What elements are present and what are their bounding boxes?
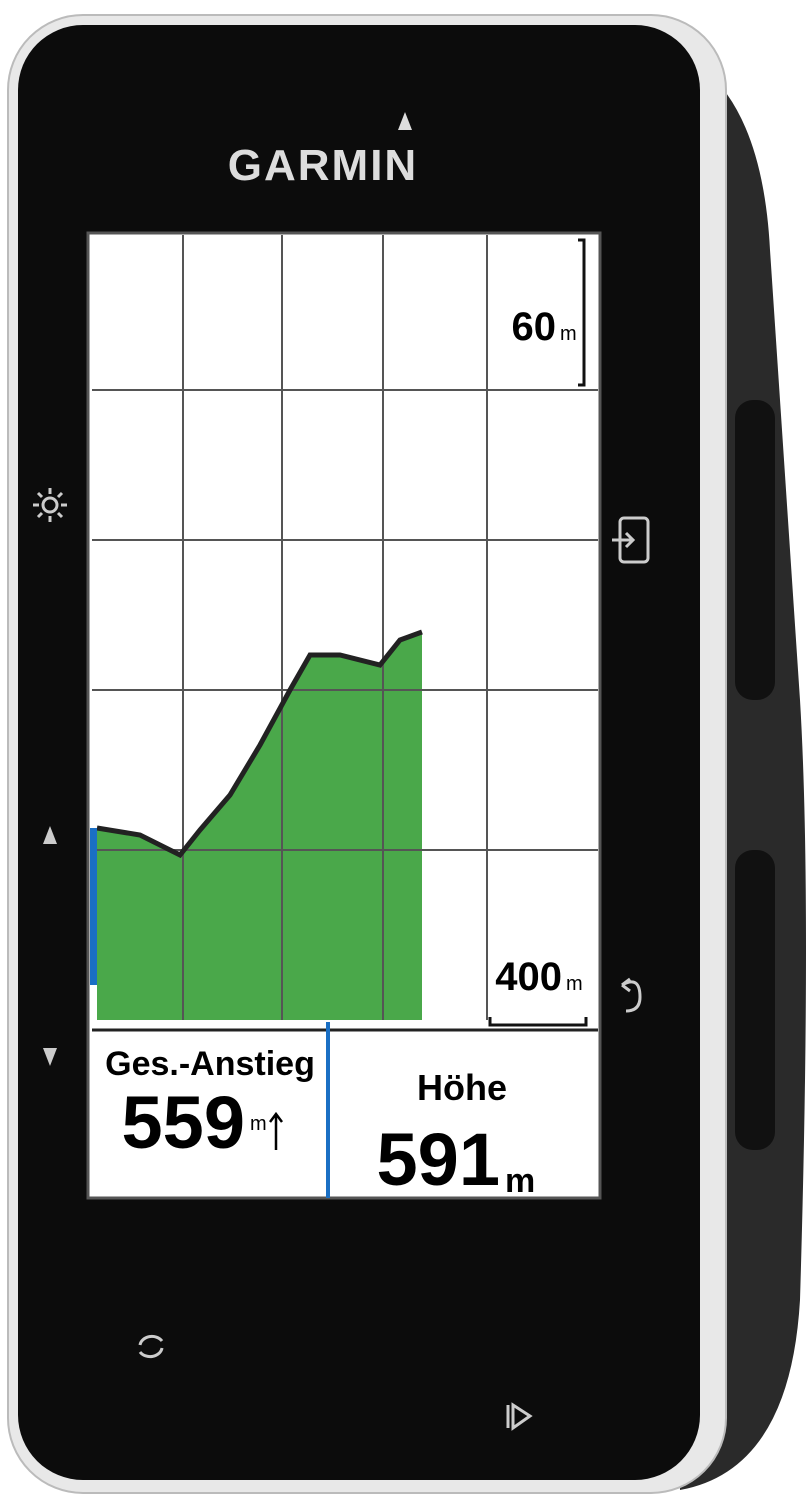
field-unit: m: [250, 1113, 267, 1135]
side-button[interactable]: [735, 400, 775, 700]
side-button[interactable]: [735, 850, 775, 1150]
field-value: 591: [377, 1118, 500, 1201]
back-icon[interactable]: [621, 977, 642, 1013]
backlight-icon[interactable]: [41, 496, 59, 514]
icons: [33, 488, 650, 1359]
down-icon[interactable]: [43, 1048, 57, 1066]
grid: [92, 235, 598, 1020]
vertical-scale-bar: [578, 238, 586, 387]
enter-arrow: [612, 531, 636, 549]
up-icon[interactable]: [43, 826, 57, 844]
ascent-arrow: [269, 1111, 283, 1150]
horizontal-scale-unit: m: [566, 973, 583, 995]
lap-icon[interactable]: [138, 1334, 164, 1359]
horizontal-scale-bar: [488, 1017, 588, 1027]
start-icon[interactable]: [511, 1402, 533, 1431]
brand: GARMIN: [228, 141, 418, 190]
field-label: Ges.-Anstieg: [105, 1045, 315, 1083]
horizontal-scale-value: 400: [495, 955, 562, 999]
field-value: 559: [122, 1081, 245, 1164]
power-icon[interactable]: [398, 112, 412, 130]
vertical-scale-unit: m: [560, 323, 577, 345]
elevation-area: [97, 632, 422, 1020]
vertical-scale-value: 60: [512, 305, 557, 349]
position-marker: [90, 828, 97, 985]
field-label: Höhe: [417, 1067, 507, 1108]
field-unit: m: [505, 1162, 535, 1200]
backlight-rays: [33, 488, 67, 522]
elevation-line: [96, 629, 423, 859]
